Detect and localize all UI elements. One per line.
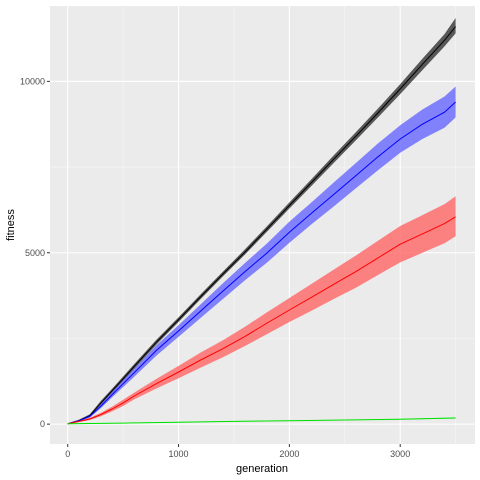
y-tick-label: 10000 [20, 76, 45, 86]
x-tick-label: 0 [65, 449, 70, 459]
y-tick-label: 5000 [25, 248, 45, 258]
y-tick-label: 0 [40, 419, 45, 429]
x-tick-label: 1000 [169, 449, 189, 459]
series-1-line [67, 101, 456, 425]
y-axis-title: fitness [5, 209, 17, 241]
series-2-band [67, 196, 456, 425]
x-axis-title: generation [236, 463, 288, 475]
x-tick-label: 2000 [279, 449, 299, 459]
x-tick-label: 3000 [390, 449, 410, 459]
series-0-line [67, 26, 456, 425]
series-1-band [67, 86, 456, 425]
series-2-line [67, 216, 456, 425]
x-axis: 0 1000 2000 3000 [65, 444, 410, 459]
series-lines [67, 26, 456, 425]
y-axis: 0 5000 10000 [20, 76, 50, 429]
grid-minor [50, 6, 475, 444]
series-3-line [67, 417, 456, 425]
